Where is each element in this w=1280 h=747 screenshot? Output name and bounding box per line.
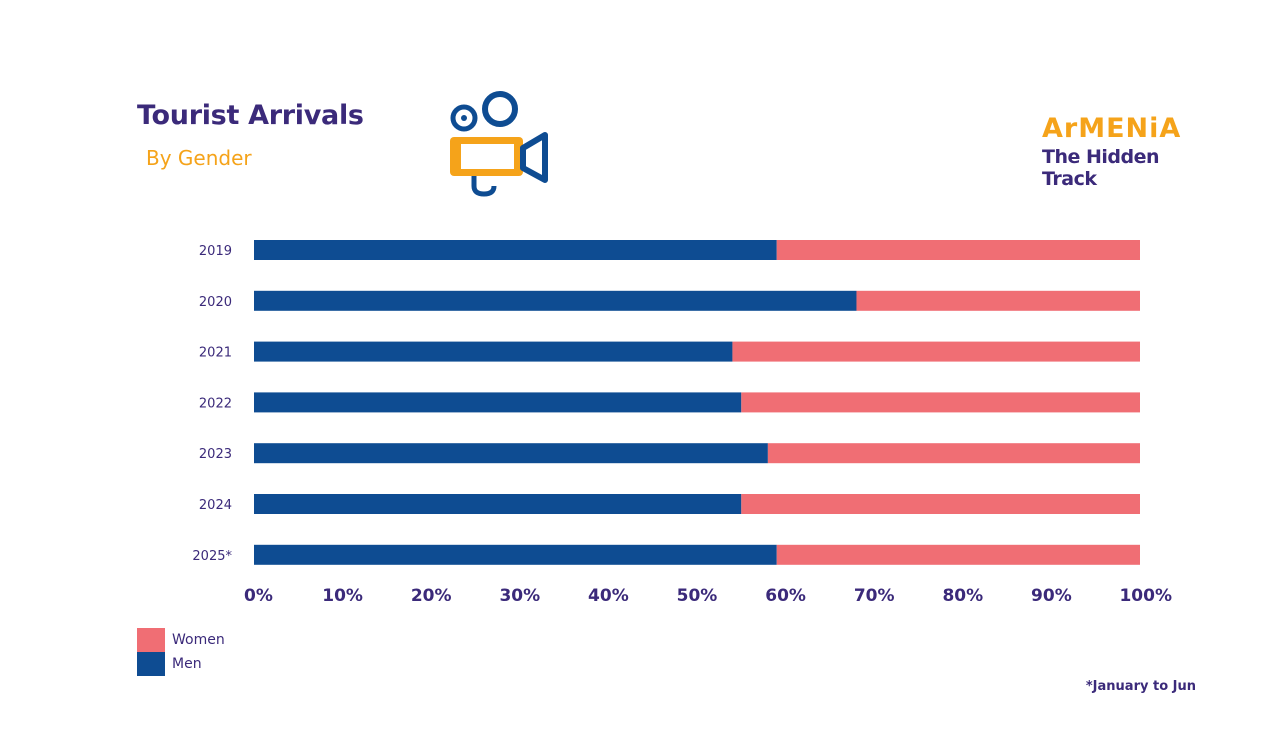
x-tick-label: 80%: [942, 586, 983, 606]
x-tick-label: 60%: [765, 586, 806, 606]
brand-line-3: Track: [1042, 168, 1097, 190]
legend-label-women: Women: [172, 632, 225, 648]
x-tick-label: 20%: [411, 586, 452, 606]
brand-logo: ArMENiA The Hidden Track: [1042, 112, 1181, 190]
y-tick-label: 2023: [199, 447, 232, 462]
bar-women-2020: [856, 290, 1140, 311]
y-tick-label: 2019: [199, 244, 232, 259]
y-tick-label: 2021: [199, 346, 232, 361]
x-tick-label: 100%: [1119, 586, 1172, 606]
bar-men-2021: [254, 341, 733, 362]
x-tick-label: 0%: [244, 586, 273, 606]
film-camera-icon: [444, 88, 560, 202]
chart-subtitle: By Gender: [146, 146, 252, 170]
bar-men-2022: [254, 392, 742, 413]
x-tick-label: 30%: [499, 586, 540, 606]
bar-women-2025*: [776, 544, 1140, 565]
legend-item-men: Men: [137, 652, 225, 676]
bar-women-2022: [741, 392, 1140, 413]
legend-swatch-women: [137, 628, 165, 652]
footnote: *January to Jun: [1085, 679, 1196, 694]
legend-label-men: Men: [172, 656, 202, 672]
legend: Women Men: [137, 628, 225, 676]
bar-women-2021: [732, 341, 1140, 362]
bar-women-2024: [741, 494, 1140, 514]
y-tick-label: 2020: [199, 295, 232, 310]
bar-women-2019: [776, 240, 1140, 260]
bar-men-2020: [254, 290, 857, 311]
brand-line-1: ArMENiA: [1042, 113, 1182, 144]
x-tick-label: 50%: [677, 586, 718, 606]
y-tick-label: 2025*: [192, 549, 232, 564]
bar-men-2024: [254, 494, 742, 514]
brand-line-2: The Hidden: [1042, 146, 1160, 168]
chart-title: Tourist Arrivals: [137, 100, 364, 131]
x-tick-label: 70%: [854, 586, 895, 606]
bar-women-2023: [767, 443, 1140, 464]
x-tick-label: 90%: [1031, 586, 1072, 606]
bar-men-2019: [254, 240, 777, 260]
legend-item-women: Women: [137, 628, 225, 652]
x-tick-label: 40%: [588, 586, 629, 606]
y-tick-label: 2022: [199, 396, 232, 411]
bar-men-2023: [254, 443, 768, 464]
x-tick-label: 10%: [322, 586, 363, 606]
y-tick-label: 2024: [199, 498, 232, 513]
legend-swatch-men: [137, 652, 165, 676]
bar-men-2025*: [254, 544, 777, 565]
